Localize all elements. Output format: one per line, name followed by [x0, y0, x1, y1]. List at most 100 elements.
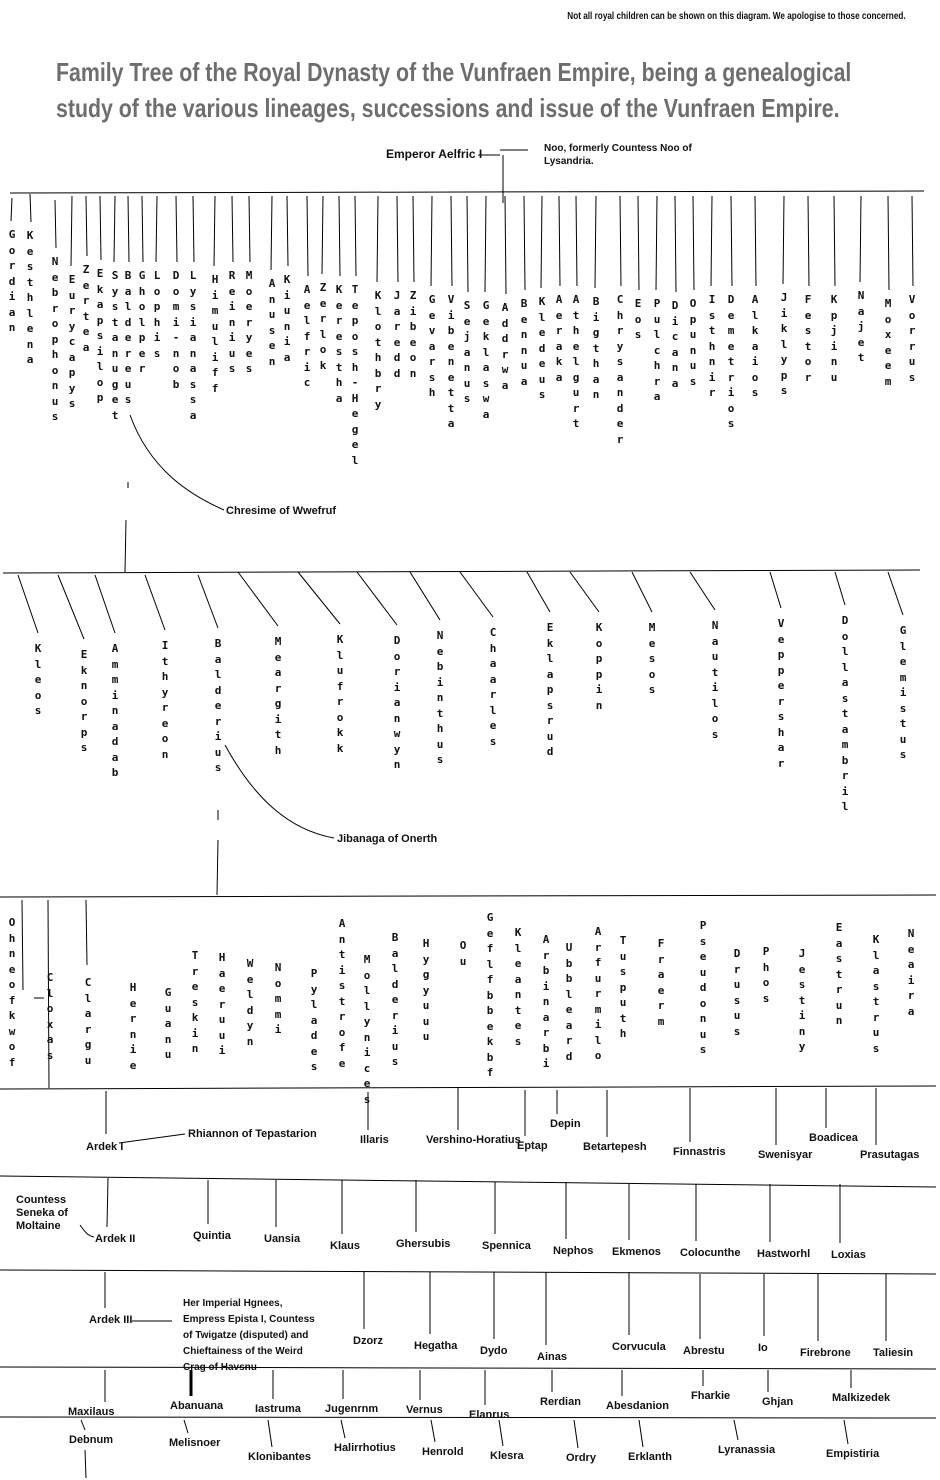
- gen7-heir-spouse: Her Imperial Hgnees, Empress Epista I, C…: [183, 1298, 315, 1373]
- gen5-heir-spouse: Rhiannon of Tepastarion: [188, 1128, 317, 1140]
- gen6-child-name: Uansia: [264, 1233, 301, 1245]
- gen8-child-name: Fharkie: [691, 1390, 731, 1402]
- gen8b-child-name: Debnum: [69, 1434, 113, 1446]
- gen2-child-name: Vibenetta: [447, 293, 455, 430]
- gen2-child-name: Jaredd: [393, 289, 401, 380]
- gen2-child-name: Opunus: [689, 297, 697, 388]
- gen2-child-name: Zertea: [82, 263, 90, 354]
- gen8b-line: [638, 1419, 644, 1448]
- gen3-sibling-bar: [2, 569, 921, 574]
- gen2-child-name: Vorrus: [908, 293, 916, 384]
- gen2-child-line: [594, 195, 597, 289]
- gen3-child-line: [57, 574, 85, 640]
- gen2-child-name: Aelfric: [303, 283, 311, 389]
- gen5-marriage-line: [118, 1133, 186, 1144]
- gen6-heir: Ardek II: [95, 1233, 136, 1245]
- gen2-child-line: [354, 195, 357, 277]
- gen4-child-name: Arbinarbi: [542, 933, 550, 1070]
- gen3-child-line: [526, 571, 551, 613]
- gen2-child-line: [286, 195, 289, 267]
- gen2-child-name: Demetrios: [727, 293, 735, 430]
- gen8b-child-name: Melisnoer: [169, 1437, 221, 1449]
- gen4-child-name: Clargu: [84, 976, 92, 1067]
- gen3-child-line: [197, 574, 219, 629]
- gen8-child-name: Elanrus: [469, 1409, 510, 1421]
- gen2-child-line: [430, 195, 433, 287]
- gen4-child-name: Drusus: [733, 947, 741, 1038]
- gen8-child-name: Jugenrnm: [325, 1403, 379, 1415]
- gen2-child-line: [10, 197, 13, 222]
- gen2-child-name: Moxeem: [884, 297, 892, 388]
- gen2-child-line: [54, 199, 57, 249]
- diagram-note: Not all royal children can be shown on t…: [567, 11, 906, 22]
- gen3-child-name: Chaarles: [489, 626, 497, 748]
- gen5-bar: [0, 1085, 937, 1090]
- gen2-child-line: [710, 195, 713, 287]
- gen3-child-line: [17, 574, 39, 634]
- gen2-child-line: [911, 195, 914, 287]
- gen2-child-name: Gholper: [138, 269, 146, 375]
- diagram-title: Family Tree of the Royal Dynasty of the …: [56, 57, 852, 123]
- gen8b-line: [340, 1419, 346, 1439]
- gen2-child-line: [859, 195, 862, 283]
- gen2-child-name: Eos: [634, 297, 642, 341]
- gen2-sibling-bar: [9, 190, 925, 194]
- gen2-child-name: Kesthlena: [26, 229, 34, 366]
- gen3-spouse: Jibanaga of Onerth: [337, 833, 438, 845]
- gen4-child-name: Fraerm: [657, 937, 665, 1028]
- gen6-child-name: Ekmenos: [612, 1246, 661, 1258]
- gen3-child-name: Dollastambril: [841, 614, 849, 813]
- gen2-child-line: [754, 195, 757, 287]
- gen3-child-line: [409, 571, 441, 621]
- gen2-child-name: Jiklyps: [780, 291, 788, 397]
- gen6-heir-spouse: Countess Seneka of Moltaine: [16, 1194, 68, 1232]
- gen2-child-name: Bennua: [520, 297, 528, 388]
- gen3-child-name: Dorianwyn: [393, 634, 401, 771]
- gen7-heir: Ardek III: [89, 1314, 133, 1326]
- gen2-child-name: Aeraka: [555, 293, 563, 384]
- gen3-spouse-curve: [224, 744, 335, 839]
- gen5-child-name: Boadicea: [809, 1132, 858, 1144]
- gen6-heir-line: [106, 1177, 109, 1228]
- gen5-child-name: Prasutagas: [860, 1149, 920, 1161]
- gen2-child-name: Sejanus: [463, 299, 471, 405]
- gen2-child-line: [29, 193, 32, 223]
- gen3-child-name: Nebinthus: [436, 629, 444, 766]
- gen8b-line: [843, 1419, 849, 1445]
- gen6-child-name: Quintia: [193, 1230, 231, 1242]
- gen4-child-name: Guanu: [164, 986, 172, 1061]
- gen4-child-name: Klastrus: [872, 933, 880, 1055]
- gen2-child-line: [450, 195, 453, 287]
- gen5-child-name: Swenisyar: [758, 1149, 813, 1161]
- gen2-child-name: Ekapsilop: [96, 267, 104, 404]
- gen3-child-line: [297, 571, 341, 625]
- gen2-child-line: [637, 195, 640, 291]
- gen8-child-name: Maxilaus: [68, 1406, 115, 1418]
- gen2-child-name: Bigthan: [592, 295, 600, 401]
- gen2-child-name: Chrysander: [616, 293, 624, 446]
- gen3-child-line: [569, 571, 600, 613]
- gen8-bar-2: [0, 1416, 937, 1419]
- gen3-child-line: [459, 571, 494, 618]
- gen2-child-name: Anusen: [268, 277, 276, 368]
- gen2-child-line: [730, 195, 733, 287]
- gen4-child-name: Antistrofe: [338, 917, 346, 1070]
- gen8b-child-name: Ordry: [566, 1452, 596, 1464]
- founder-emperor: Emperor Aelfric I: [386, 147, 483, 161]
- gen8b-child-name: Klonibantes: [248, 1451, 311, 1463]
- gen9-descent-line: [84, 1449, 87, 1479]
- gen8b-child-name: Empistiria: [826, 1448, 880, 1460]
- gen7-child-name: Dzorz: [353, 1335, 383, 1347]
- gen6-marriage-curve: [79, 1224, 95, 1238]
- gen5-heir: Ardek I: [86, 1141, 124, 1153]
- gen8-child-name: Ghjan: [762, 1396, 794, 1408]
- gen4-child-name: Tusputh: [619, 934, 627, 1040]
- gen7-child-name: Firebrone: [800, 1347, 851, 1359]
- gen5-child-name: Illaris: [360, 1134, 389, 1146]
- gen4-sibling-bar: [0, 894, 937, 898]
- gen2-child-line: [692, 195, 695, 291]
- gen6-child-name: Loxias: [831, 1249, 866, 1261]
- gen3-child-line: [769, 571, 782, 609]
- gen5-child-name: Finnastris: [673, 1146, 726, 1158]
- gen4-child-name: Haeruui: [218, 951, 226, 1057]
